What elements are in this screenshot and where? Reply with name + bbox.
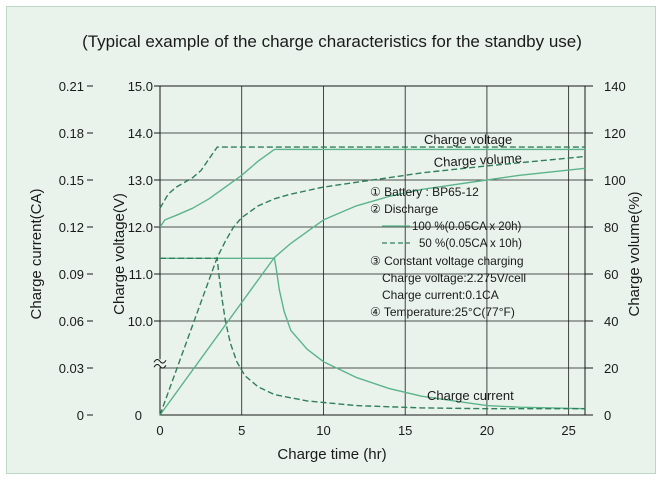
charge-characteristics-chart: (Typical example of the charge character… [28, 32, 643, 463]
series-layer [159, 146, 586, 416]
plot-frame [159, 85, 586, 416]
x-axis-ticks: 0 5 10 15 20 25 [156, 423, 576, 438]
charge-current-50-line [160, 257, 585, 410]
voltage-tick-label: 10.0 [128, 314, 153, 329]
legend-dashed-label: 50 %(0.05CA x 10h) [419, 238, 522, 250]
voltage-tick-label: 14.0 [128, 126, 153, 141]
voltage-tick-label: 0 [135, 408, 142, 423]
current-tick-label: 0 [77, 408, 84, 423]
volume-axis-ticks: 0 20 40 60 80 100 120 140 [585, 79, 626, 423]
voltage-axis-label: Charge voltage(V) [111, 193, 128, 315]
charge-voltage-label: Charge voltage [424, 132, 512, 147]
charge-voltage-100-line [159, 148, 585, 228]
axis-break-mark [153, 364, 167, 369]
chart-panel: (Typical example of the charge character… [6, 6, 656, 474]
annotation-block: ① Battery : BP65-12 ② Discharge 100 %(0.… [370, 185, 526, 319]
current-tick-label: 0.15 [59, 173, 84, 188]
charge-voltage-50-line [159, 146, 585, 209]
current-tick-label: 0.03 [59, 361, 84, 376]
volume-axis-label: Charge volume(%) [626, 191, 643, 316]
axis-break-gap [156, 359, 164, 368]
volume-tick-label: 0 [604, 408, 611, 423]
annotation-battery: ① Battery : BP65-12 [370, 185, 479, 199]
annotation-cv-voltage: Charge voltage:2.275V/cell [382, 271, 526, 285]
volume-tick-label: 20 [604, 361, 618, 376]
annotation-discharge: ② Discharge [370, 202, 438, 216]
charge-volume-50-line [159, 155, 586, 416]
annotation-constant-voltage: ③ Constant voltage charging [370, 254, 524, 268]
voltage-tick-label: 13.0 [128, 173, 153, 188]
charge-volume-label: Charge volume [433, 150, 522, 170]
volume-tick-label: 60 [604, 267, 618, 282]
current-tick-label: 0.18 [59, 126, 84, 141]
axis-break-mark [153, 359, 167, 364]
voltage-tick-label: 15.0 [128, 79, 153, 94]
charge-current-100-line [160, 257, 586, 410]
x-tick-label: 20 [480, 423, 494, 438]
x-tick-label: 10 [316, 423, 330, 438]
current-axis-ticks: 0 0.03 0.06 0.09 0.12 0.15 0.18 0.21 [59, 79, 93, 423]
x-tick-label: 0 [156, 423, 163, 438]
volume-tick-label: 80 [604, 220, 618, 235]
current-tick-label: 0.09 [59, 267, 84, 282]
voltage-tick-label: 12.0 [128, 220, 153, 235]
annotation-temperature: ④ Temperature:25°C(77°F) [370, 305, 515, 319]
voltage-axis-ticks: 10.0 11.0 12.0 13.0 14.0 15.0 0 [128, 79, 160, 423]
plot-border [159, 85, 586, 416]
grid [160, 86, 585, 415]
current-tick-label: 0.12 [59, 220, 84, 235]
current-tick-label: 0.21 [59, 79, 84, 94]
x-tick-label: 25 [561, 423, 575, 438]
current-tick-label: 0.06 [59, 314, 84, 329]
x-tick-label: 5 [238, 423, 245, 438]
voltage-tick-label: 11.0 [129, 267, 153, 282]
volume-tick-label: 100 [604, 173, 626, 188]
volume-tick-label: 140 [604, 79, 626, 94]
x-tick-label: 15 [398, 423, 412, 438]
chart-title: (Typical example of the charge character… [82, 32, 582, 51]
charge-current-label: Charge current [427, 388, 514, 403]
charge-volume-100-line [159, 167, 586, 416]
current-axis-label: Charge current(CA) [28, 189, 45, 320]
annotation-cv-current: Charge current:0.1CA [382, 288, 499, 302]
x-axis-label: Charge time (hr) [277, 446, 386, 463]
legend-solid-label: 100 %(0.05CA x 20h) [412, 221, 521, 233]
volume-tick-label: 40 [604, 314, 618, 329]
volume-tick-label: 120 [604, 126, 626, 141]
axis-break-icon [153, 359, 167, 369]
